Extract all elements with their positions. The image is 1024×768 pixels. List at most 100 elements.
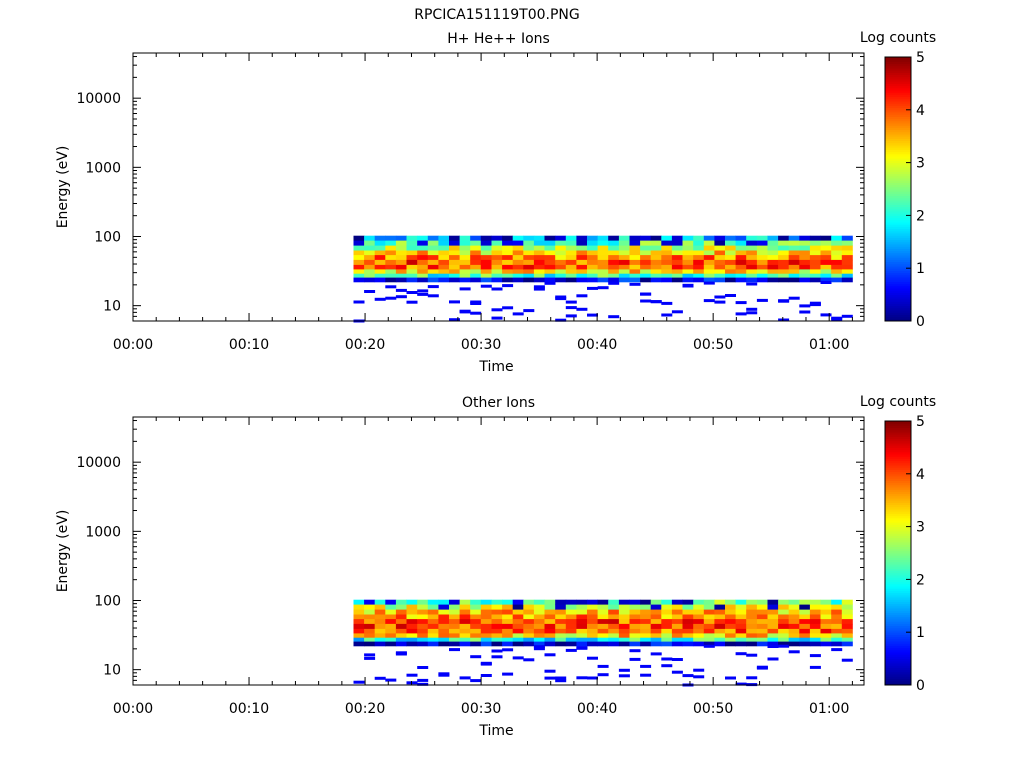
heatmap-cell [555, 599, 567, 605]
heatmap-cell [576, 604, 588, 610]
colorbar-step [885, 625, 911, 629]
heatmap-cell [597, 250, 609, 256]
heatmap-cell [778, 277, 790, 283]
heatmap-cell [587, 604, 598, 610]
heatmap-cell [491, 619, 503, 625]
heatmap-cell [671, 255, 683, 261]
heatmap-cell [820, 641, 832, 647]
heatmap-cell [374, 273, 386, 278]
heatmap-cell [746, 653, 758, 657]
heatmap-cell [427, 623, 439, 630]
heatmap-cell [523, 633, 535, 639]
colorbar-step [885, 570, 911, 574]
heatmap-cell [502, 264, 514, 270]
heatmap-cell [449, 604, 460, 610]
heatmap-cell [629, 282, 641, 286]
colorbar-step [885, 649, 911, 653]
heatmap-cell [841, 623, 853, 630]
colorbar-step [885, 630, 911, 633]
colorbar-step [885, 169, 911, 172]
heatmap-cell [587, 259, 598, 266]
heatmap-cell [374, 641, 386, 647]
heatmap-cell [502, 269, 514, 275]
heatmap-cell [608, 637, 620, 642]
colorbar-step [885, 579, 911, 583]
heatmap-cell [671, 264, 683, 270]
heatmap-cell [671, 599, 683, 605]
heatmap-cell [449, 277, 460, 283]
heatmap-cell [767, 245, 779, 251]
heatmap-cell [799, 623, 811, 630]
heatmap-cell [650, 264, 662, 270]
heatmap-cell [512, 235, 524, 241]
heatmap-cell [459, 604, 471, 610]
heatmap-cell [831, 316, 843, 320]
heatmap-cell [459, 269, 471, 275]
colorbar-step [885, 482, 911, 486]
heatmap-cell [385, 259, 397, 266]
heatmap-cell [438, 633, 450, 639]
heatmap-cell [735, 619, 747, 625]
heatmap-cell [470, 619, 482, 625]
colorbar-step [885, 129, 911, 133]
heatmap-cell [735, 269, 747, 275]
heatmap-cell [809, 259, 821, 266]
colorbar-step [885, 246, 911, 249]
heatmap-cell [714, 609, 726, 615]
heatmap-cell [841, 658, 853, 662]
colorbar-step [885, 515, 911, 519]
heatmap-cell [502, 245, 514, 251]
heatmap-cell [788, 599, 800, 605]
colorbar-step [885, 96, 911, 100]
heatmap-cell [491, 655, 503, 659]
heatmap-cell [565, 599, 577, 605]
heatmap-cell [725, 633, 736, 639]
heatmap-cell [799, 273, 811, 278]
heatmap-cell [703, 641, 715, 647]
heatmap-cell [650, 641, 662, 647]
colorbar-step [885, 226, 911, 230]
heatmap-cell [788, 633, 800, 639]
heatmap-cell [364, 619, 376, 625]
colorbar-step [885, 228, 911, 232]
colorbar-step [885, 138, 911, 142]
heatmap-cell [470, 599, 482, 605]
heatmap-cell [618, 259, 630, 266]
heatmap-cell [841, 609, 853, 615]
heatmap-cell [788, 250, 800, 256]
heatmap-cell [565, 604, 577, 610]
heatmap-cell [703, 245, 715, 251]
heatmap-cell [427, 235, 439, 241]
colorbar-step [885, 493, 911, 497]
heatmap-cell [385, 633, 397, 639]
colorbar-step [885, 230, 911, 234]
colorbar-step [885, 118, 911, 122]
heatmap-cell [682, 269, 694, 275]
panel-title: Other Ions [462, 395, 535, 411]
heatmap-cell [725, 245, 736, 251]
colorbar-step [885, 665, 911, 668]
heatmap-cell [438, 255, 450, 261]
heatmap-cell [693, 633, 705, 639]
heatmap-cell [555, 679, 567, 683]
heatmap-cell [841, 604, 853, 610]
heatmap-cell [735, 604, 747, 610]
heatmap-cell [544, 264, 556, 270]
heatmap-cell [406, 291, 418, 294]
heatmap-cell [809, 303, 821, 307]
heatmap-cells [353, 235, 853, 323]
colorbar-step [885, 217, 911, 221]
colorbar-step [885, 498, 911, 501]
heatmap-cell [459, 641, 471, 647]
heatmap-cell [618, 599, 630, 605]
heatmap-cell [746, 633, 758, 639]
heatmap-cell [374, 250, 386, 256]
heatmap-cell [756, 245, 768, 251]
heatmap-cell [746, 623, 758, 630]
heatmap-cell [385, 609, 397, 615]
heatmap-cell [353, 614, 365, 620]
heatmap-cell [438, 245, 450, 251]
colorbar-tick-label: 2 [916, 208, 925, 224]
colorbar-step [885, 175, 911, 179]
heatmap-cell [395, 269, 407, 275]
